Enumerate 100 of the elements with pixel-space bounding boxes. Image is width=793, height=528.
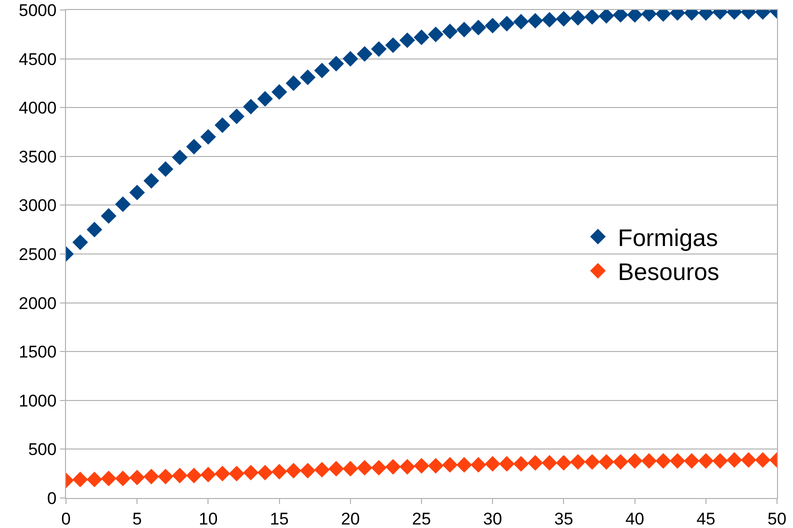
point bbox=[228, 466, 244, 482]
point bbox=[670, 453, 686, 469]
point bbox=[186, 468, 202, 484]
point bbox=[612, 454, 628, 470]
point bbox=[399, 458, 416, 475]
point bbox=[399, 32, 416, 48]
point bbox=[214, 117, 230, 133]
y-tick-label: 1000 bbox=[18, 391, 57, 410]
point bbox=[584, 454, 600, 470]
legend-label: Besouros bbox=[618, 259, 720, 286]
point bbox=[228, 108, 244, 124]
legend-label: Formigas bbox=[618, 224, 718, 252]
point bbox=[456, 457, 472, 473]
point bbox=[172, 150, 188, 166]
point bbox=[570, 454, 586, 470]
point bbox=[556, 10, 572, 27]
y-tick-label: 4500 bbox=[18, 50, 57, 69]
point bbox=[740, 452, 756, 468]
point bbox=[542, 12, 558, 28]
x-tick-label: 40 bbox=[625, 509, 644, 528]
x-tick-label: 50 bbox=[768, 509, 786, 528]
point bbox=[342, 51, 358, 67]
point bbox=[172, 468, 188, 484]
x-tick-label: 0 bbox=[61, 509, 71, 528]
y-tick-label: 500 bbox=[28, 440, 57, 460]
point bbox=[598, 10, 614, 24]
point bbox=[243, 464, 259, 480]
point bbox=[257, 464, 273, 480]
point bbox=[542, 455, 558, 471]
point bbox=[470, 457, 486, 473]
point bbox=[513, 14, 529, 30]
x-tick-label: 5 bbox=[132, 509, 142, 528]
point bbox=[257, 91, 273, 107]
point bbox=[484, 456, 500, 472]
point bbox=[527, 455, 544, 471]
point bbox=[129, 470, 145, 486]
y-tick-label: 4000 bbox=[18, 98, 57, 118]
point bbox=[342, 460, 358, 477]
point bbox=[456, 22, 472, 38]
point bbox=[214, 466, 230, 482]
point bbox=[272, 84, 288, 100]
x-tick-label: 10 bbox=[198, 509, 218, 528]
point bbox=[115, 196, 131, 212]
point bbox=[72, 472, 88, 488]
point bbox=[499, 16, 515, 32]
point bbox=[158, 468, 174, 484]
point bbox=[200, 466, 216, 482]
point bbox=[385, 37, 401, 53]
point bbox=[428, 26, 444, 42]
point bbox=[442, 457, 458, 473]
point bbox=[371, 460, 387, 476]
point bbox=[300, 462, 316, 478]
point bbox=[428, 458, 444, 474]
point bbox=[513, 456, 529, 472]
point bbox=[371, 41, 387, 57]
point bbox=[314, 462, 330, 478]
point bbox=[200, 129, 216, 145]
x-tick-label: 25 bbox=[412, 509, 431, 528]
point bbox=[158, 161, 174, 177]
x-tick-label: 35 bbox=[554, 509, 574, 528]
point bbox=[726, 452, 742, 468]
point bbox=[286, 462, 302, 478]
y-tick-label: 3000 bbox=[18, 196, 57, 216]
point bbox=[328, 56, 344, 72]
point bbox=[414, 458, 430, 474]
point bbox=[655, 453, 672, 469]
point bbox=[499, 456, 515, 472]
point bbox=[627, 453, 643, 469]
x-tick-label: 15 bbox=[270, 509, 289, 528]
point bbox=[356, 460, 372, 476]
point bbox=[100, 208, 116, 224]
point bbox=[712, 453, 728, 469]
point bbox=[328, 460, 344, 477]
point bbox=[144, 468, 160, 484]
point bbox=[570, 10, 586, 26]
y-tick-label: 3500 bbox=[18, 147, 57, 166]
point bbox=[86, 222, 102, 238]
point bbox=[186, 138, 202, 154]
point bbox=[698, 453, 714, 469]
point bbox=[356, 46, 372, 62]
point bbox=[129, 184, 145, 200]
y-tick-label: 2000 bbox=[18, 294, 57, 313]
point bbox=[144, 173, 160, 189]
x-tick-label: 45 bbox=[696, 509, 716, 528]
point bbox=[314, 62, 330, 78]
point bbox=[300, 70, 316, 86]
point bbox=[484, 18, 500, 34]
point bbox=[414, 30, 430, 46]
point bbox=[272, 464, 288, 480]
point bbox=[243, 98, 259, 114]
point bbox=[598, 454, 614, 470]
point bbox=[100, 470, 116, 486]
point bbox=[754, 452, 771, 468]
y-tick-label: 5000 bbox=[18, 0, 57, 20]
point bbox=[556, 455, 572, 471]
y-tick-label: 2500 bbox=[18, 244, 57, 264]
point bbox=[86, 472, 102, 488]
point bbox=[641, 453, 657, 469]
y-tick-label: 1500 bbox=[18, 342, 57, 362]
point bbox=[584, 10, 600, 25]
